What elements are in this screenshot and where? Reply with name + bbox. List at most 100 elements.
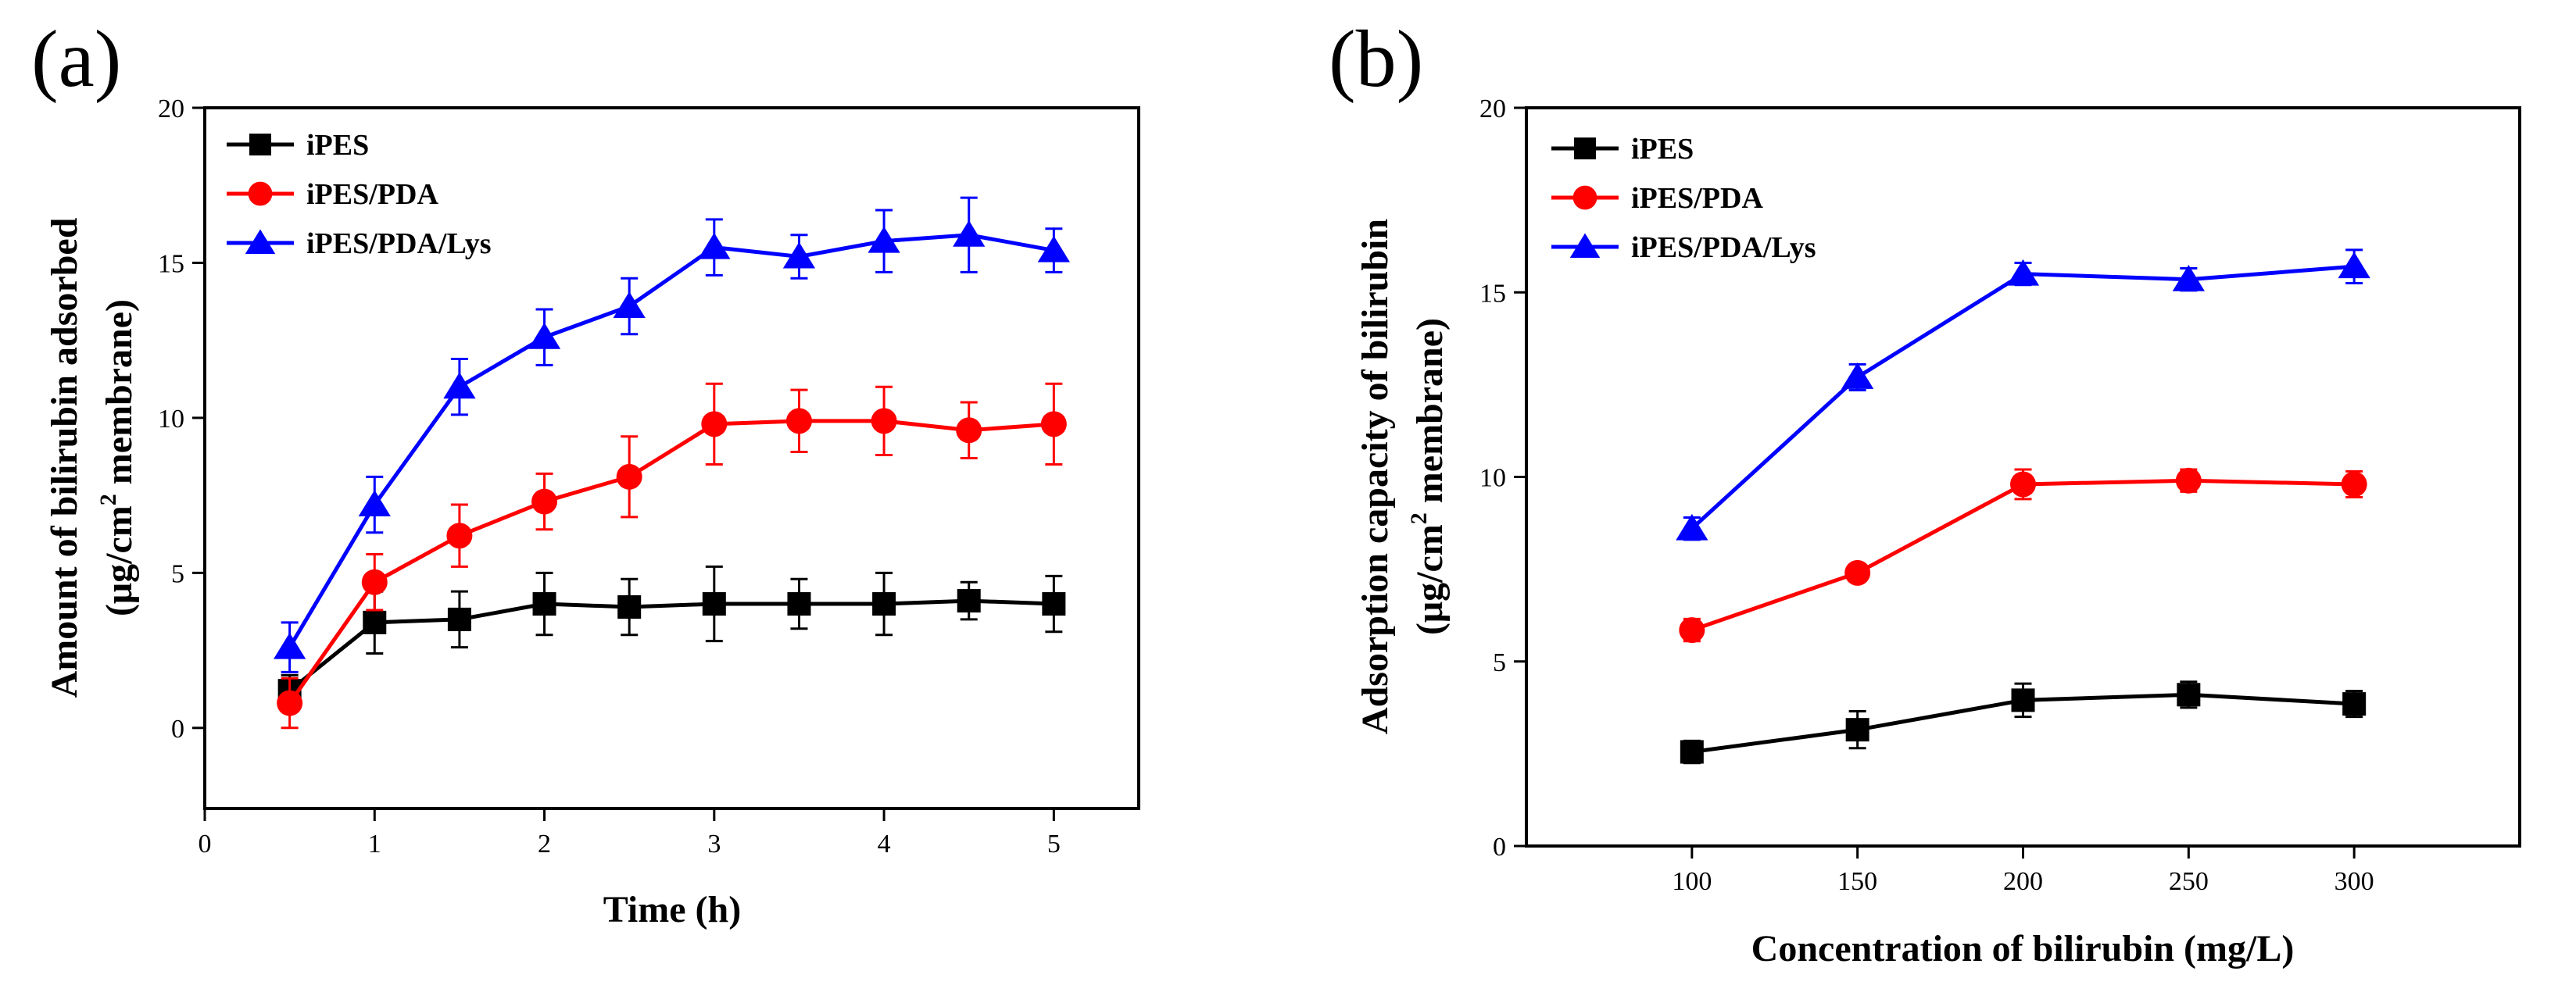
panel-b-series-ipes-pda	[1679, 467, 2367, 644]
panel-b-label: (b)	[1329, 14, 1423, 104]
panel-a-series-ipes-pda-lys	[274, 196, 1070, 673]
panel-a-point-ipes-9	[1042, 592, 1066, 616]
panel-a-x-tick-label-3: 3	[707, 830, 721, 859]
panel-b-y-axis-title-line2: (μg/cm2 membrane)	[1406, 318, 1451, 635]
panel-a-y-axis-title-line2: (μg/cm2 membrane)	[95, 299, 140, 616]
panel-a-point-ipes-pda-4	[616, 463, 642, 490]
panel-b-point-ipes-pda-lys-0	[1676, 513, 1708, 541]
panel-a-label: (a)	[31, 14, 121, 104]
panel-b-point-ipes-1	[1845, 718, 1869, 742]
panel-a-x-axis-title: Time (h)	[603, 889, 741, 930]
panel-a-point-ipes-pda-1	[361, 569, 388, 595]
panel-a-line-ipes-pda-lys	[288, 233, 1054, 648]
panel-b-x-tick-label-2: 200	[2003, 867, 2043, 896]
panel-a-series	[274, 196, 1070, 730]
panel-b-y-tick-label-1: 5	[1493, 648, 1506, 677]
panel-b-legend-marker-ipes	[1574, 137, 1596, 159]
panel-b-point-ipes-pda-3	[2175, 467, 2202, 494]
panel-a-point-ipes-pda-lys-1	[358, 490, 391, 517]
panel-a: (a) 0 1 2 3 4 5 0 5 10 15 20 iPES iPES/PDA iPES/PDA/…	[31, 14, 1140, 930]
panel-a-point-ipes-pda-9	[1040, 411, 1067, 437]
panel-a-legend-marker-ipes	[249, 134, 271, 155]
panel-a-legend-marker-ipes-pda-lys	[245, 229, 276, 254]
panel-a-point-ipes-pda-6	[785, 408, 812, 434]
panel-b-ticks: 100 150 200 250 300 0 5 10 15 20	[1479, 95, 2374, 896]
panel-a-point-ipes-pda-lys-2	[443, 372, 476, 399]
panel-a-point-ipes-pda-5	[701, 411, 728, 437]
panel-a-x-tick-label-2: 2	[538, 830, 551, 859]
panel-a-series-ipes	[277, 565, 1066, 708]
panel-b-point-ipes-pda-lys-1	[1841, 362, 1874, 389]
panel-b-point-ipes-3	[2177, 683, 2201, 707]
panel-a-x-tick-label-0: 0	[199, 830, 212, 859]
panel-b-x-tick-label-1: 150	[1837, 867, 1877, 896]
panel-b-legend-label-ipes-pda: iPES/PDA	[1631, 182, 1763, 215]
panel-a-point-ipes-pda-lys-8	[953, 220, 986, 247]
panel-a-point-ipes-pda-lys-3	[528, 322, 561, 349]
panel-b-y-axis-title-line1: Adsorption capacity of bilirubin	[1354, 219, 1396, 734]
panel-a-y-tick-label-3: 15	[158, 249, 184, 278]
panel-a-point-ipes-pda-2	[446, 523, 473, 549]
panel-a-line-ipes-pda	[288, 419, 1054, 705]
panel-b-point-ipes-0	[1680, 740, 1704, 764]
panel-b-point-ipes-pda-lys-4	[2338, 252, 2370, 279]
panel-a-point-ipes-pda-3	[531, 488, 558, 515]
panel-a-point-ipes-pda-lys-4	[613, 291, 646, 319]
panel-a-line-ipes	[288, 598, 1054, 693]
panel-a-y-axis-title-line1: Amount of bilirubin adsorbed	[44, 217, 85, 698]
panel-a-legend-label-ipes-pda-lys: iPES/PDA/Lys	[306, 227, 492, 260]
panel-b-point-ipes-pda-1	[1844, 559, 1871, 586]
panel-a-y-tick-label-0: 0	[171, 715, 184, 744]
panel-b-series-ipes-pda-lys	[1676, 248, 2370, 541]
panel-b-legend-label-ipes-pda-lys: iPES/PDA/Lys	[1631, 231, 1816, 264]
panel-a-point-ipes-pda-lys-7	[868, 226, 900, 253]
panel-b-x-tick-label-4: 300	[2334, 867, 2374, 896]
panel-b-legend-item-ipes: iPES	[1551, 133, 1694, 166]
panel-a-point-ipes-7	[872, 592, 896, 616]
panel-b-y-tick-label-3: 15	[1479, 279, 1506, 308]
panel-a-x-tick-label-5: 5	[1047, 830, 1061, 859]
panel-a-point-ipes-pda-lys-6	[782, 241, 816, 269]
panel-a-point-ipes-3	[532, 592, 556, 616]
panel-a-point-ipes-8	[957, 589, 981, 613]
panel-a-point-ipes-4	[617, 595, 642, 619]
panel-a-point-ipes-2	[447, 607, 471, 631]
panel-b-legend-marker-ipes-pda-lys	[1569, 233, 1601, 258]
panel-a-legend-label-ipes: iPES	[306, 129, 369, 162]
panel-a-legend: iPES iPES/PDA iPES/PDA/Lys	[227, 129, 492, 260]
panel-a-point-ipes-6	[787, 592, 811, 616]
panel-b-legend: iPES iPES/PDA iPES/PDA/Lys	[1551, 133, 1816, 264]
panel-b-point-ipes-pda-lys-2	[2006, 259, 2040, 286]
panel-b-series	[1676, 248, 2370, 765]
panel-a-point-ipes-pda-lys-5	[698, 232, 731, 259]
panel-a-point-ipes-5	[702, 592, 726, 616]
panel-b-point-ipes-2	[2011, 688, 2035, 712]
panel-a-y-tick-label-4: 20	[158, 95, 184, 123]
panel-a-plot-frame	[203, 106, 1140, 810]
panel-a-legend-marker-ipes-pda	[248, 181, 273, 206]
panel-b: (b) 100 150 200 250 300 0 5 10 15 20 iPES iPES/PDA…	[1329, 14, 2521, 969]
panel-b-y-tick-label-4: 20	[1479, 95, 1506, 123]
panel-b-point-ipes-4	[2342, 692, 2367, 716]
panel-b-legend-marker-ipes-pda	[1572, 185, 1597, 210]
panel-a-series-ipes-pda	[277, 382, 1067, 730]
panel-b-x-tick-label-3: 250	[2169, 867, 2209, 896]
panel-b-x-tick-label-0: 100	[1672, 867, 1712, 896]
panel-a-legend-label-ipes-pda: iPES/PDA	[306, 178, 438, 211]
panel-b-y-tick-label-0: 0	[1493, 833, 1506, 862]
panel-b-line-ipes-pda	[1691, 478, 2355, 632]
panel-b-series-ipes	[1680, 680, 2367, 765]
panel-a-legend-item-ipes: iPES	[227, 129, 369, 162]
panel-b-y-tick-label-2: 10	[1479, 464, 1506, 493]
panel-a-y-tick-label-1: 5	[171, 559, 184, 588]
panel-a-y-tick-label-2: 10	[158, 405, 184, 434]
panel-a-point-ipes-pda-8	[956, 417, 982, 444]
panel-b-point-ipes-pda-2	[2010, 471, 2036, 498]
panel-b-x-axis-title: Concentration of bilirubin (mg/L)	[1751, 928, 2295, 969]
panel-a-legend-item-ipes-pda: iPES/PDA	[227, 178, 438, 211]
panel-a-point-ipes-pda-0	[277, 690, 303, 716]
panel-b-point-ipes-pda-0	[1679, 617, 1705, 644]
panel-a-ticks: 0 1 2 3 4 5 0 5 10 15 20	[158, 95, 1061, 859]
panel-b-legend-item-ipes-pda-lys: iPES/PDA/Lys	[1551, 231, 1816, 264]
